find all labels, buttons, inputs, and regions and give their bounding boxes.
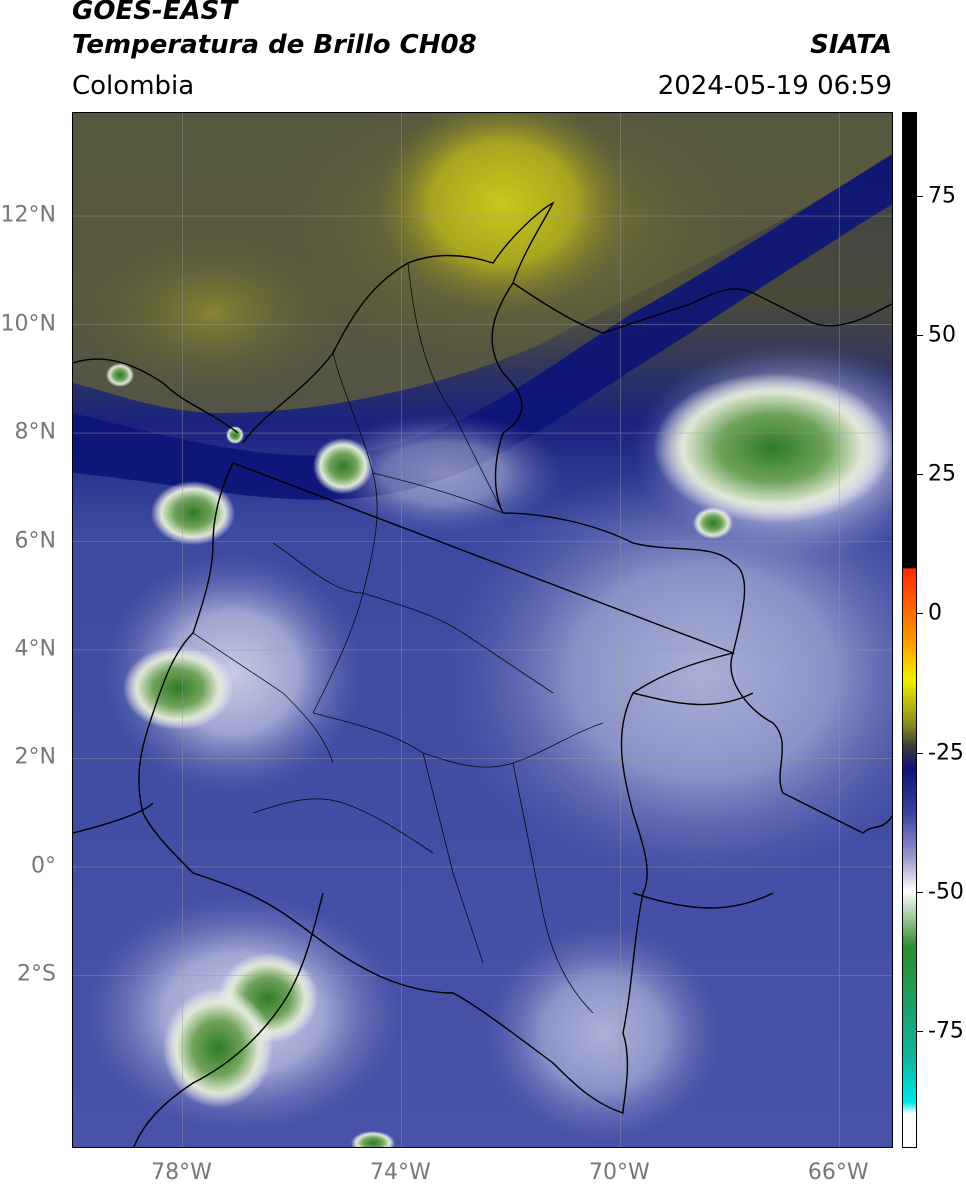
convective-cell-west [123,646,233,730]
lat-tick-label: 2°S [17,961,56,987]
colorbar [902,112,917,1148]
lat-tick-label: 12°N [0,202,56,228]
lat-tick-label: 2°N [14,744,56,770]
product-title: Temperatura de Brillo CH08 [72,30,477,60]
lat-tick-label: 6°N [14,528,56,553]
department-lines-3 [192,632,594,1014]
satellite-map[interactable] [72,112,893,1148]
olive-west [73,223,353,403]
lat-tick-label: 4°N [14,636,56,662]
cloud-south [483,923,723,1143]
colorbar-tick-label: 0 [928,600,942,626]
cloud-central [323,413,563,533]
colombia-border [138,201,892,1114]
departments-layer [192,262,604,1014]
department-lines-2 [272,542,604,964]
colorbar-tick-label: -75 [928,1018,964,1044]
lat-tick-label: 0° [31,853,56,879]
colorbar-tick-mark [917,752,923,754]
colorbar-tick-label: -25 [928,740,964,766]
department-lines-1 [312,262,504,714]
colorbar-tick-mark [917,195,923,197]
organization-label: SIATA [810,30,892,60]
convective-cell-small-1 [693,507,733,539]
convective-cell-small-3 [226,426,244,444]
satellite-title: GOES-EAST [72,0,238,26]
borders-layer [73,201,892,1147]
colorbar-tick-mark [917,1031,923,1033]
lon-tick-label: 78°W [151,1160,212,1185]
convective-cell-southwest-2 [163,988,273,1108]
lon-tick-label: 66°W [807,1160,869,1185]
yellow-core [373,113,633,313]
lat-tick-label: 10°N [0,311,56,337]
colorbar-tick-mark [917,334,923,336]
ecuador-peru-border [73,802,324,1147]
map-gridlines [73,113,892,1147]
brazil-border [632,692,774,909]
venezuela-border [512,282,892,334]
region-label: Colombia [72,71,195,101]
lon-tick-label: 74°W [370,1160,431,1185]
map-canvas [73,113,892,1147]
convective-cell-north [313,438,373,494]
colorbar-tick-mark [917,474,923,476]
cloud-west [103,553,363,793]
panama-border [73,358,239,434]
colorbar-tick-label: -50 [928,879,964,905]
convective-cell-small-2 [106,363,134,387]
colorbar-tick-label: 25 [928,461,956,487]
lat-tick-label: 8°N [14,419,56,445]
colorbar-tick-mark [917,891,923,893]
colorbar-tick-label: 75 [928,183,956,209]
datetime-label: 2024-05-19 06:59 [657,71,892,101]
colorbar-tick-label: 50 [928,322,956,348]
convective-cell-east [653,373,892,523]
convective-cell-small-4 [351,1131,395,1147]
colorbar-tick-mark [917,613,923,615]
lon-tick-label: 70°W [588,1160,650,1185]
